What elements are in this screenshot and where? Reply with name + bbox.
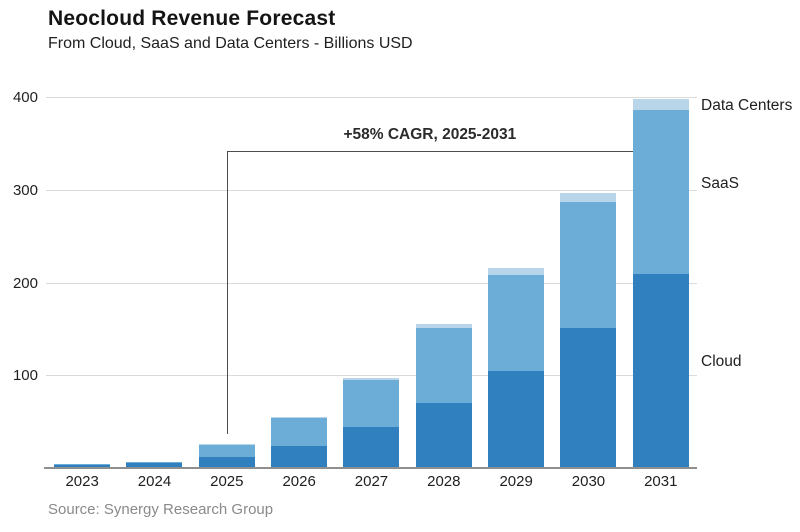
x-tick-label-2025: 2025	[210, 473, 244, 490]
x-axis-tick-labels: 2023 2024 2025 2026 2027 2028 2029 2030 2031	[46, 473, 697, 490]
bar-slot-2024	[118, 461, 190, 468]
x-tick-label-2027: 2027	[354, 473, 389, 490]
bar-slot-2031	[625, 98, 697, 468]
segment-data-centers-2028	[415, 324, 472, 329]
x-tick-label-2026: 2026	[282, 473, 316, 490]
cagr-bracket-horizontal-line	[226, 151, 633, 152]
segment-saas-2029	[488, 275, 545, 371]
segment-cloud-2030	[560, 327, 617, 468]
bar-slot-2027	[335, 378, 407, 468]
segment-saas-2026	[271, 417, 328, 446]
segment-saas-2025	[198, 444, 255, 457]
bar-slot-2025	[191, 443, 263, 468]
segment-cloud-2023	[54, 465, 111, 468]
gridline-300	[46, 189, 697, 191]
cagr-annotation-text: +58% CAGR, 2025-2031	[343, 126, 517, 143]
segment-data-centers-2027	[343, 378, 400, 380]
segment-cloud-2028	[415, 403, 472, 468]
gridline-200	[46, 282, 697, 284]
bar-2030	[560, 192, 617, 468]
y-tick-label-400: 400	[12, 89, 38, 106]
x-tick-label-2028: 2028	[427, 473, 461, 490]
bar-2026	[271, 417, 328, 468]
segment-saas-2028	[415, 328, 472, 404]
segment-cloud-2029	[488, 370, 545, 468]
bar-slot-2023	[46, 464, 118, 468]
segment-cloud-2026	[271, 445, 328, 468]
segment-saas-2027	[343, 379, 400, 428]
segment-saas-2031	[632, 110, 689, 275]
bar-slot-2026	[263, 417, 335, 468]
plot-area	[44, 97, 697, 469]
segment-saas-2023	[54, 464, 111, 466]
segment-cloud-2025	[198, 456, 255, 468]
bar-2028	[415, 324, 472, 468]
bar-2025	[198, 443, 255, 468]
x-tick-label-2029: 2029	[499, 473, 533, 490]
segment-data-centers-2026	[271, 417, 328, 418]
bar-2027	[343, 378, 400, 468]
bar-slot-2029	[480, 267, 552, 468]
bar-2031	[632, 98, 689, 468]
segment-data-centers-2030	[560, 192, 617, 202]
y-tick-label-300: 300	[12, 181, 38, 199]
segment-saas-2024	[126, 461, 183, 464]
x-tick-label-2024: 2024	[137, 473, 172, 490]
source-attribution: Source: Synergy Research Group	[48, 501, 274, 518]
gridline-400	[46, 97, 697, 98]
bar-slot-2028	[408, 324, 480, 468]
bar-2023	[54, 464, 111, 468]
segment-cloud-2027	[343, 427, 400, 468]
series-label-data-centers: Data Centers	[701, 97, 793, 114]
gridline-100	[46, 375, 697, 377]
series-label-cloud: Cloud	[701, 353, 742, 370]
segment-cloud-2031	[632, 274, 689, 468]
y-tick-label-100: 100	[12, 367, 38, 385]
segment-data-centers-2031	[632, 98, 689, 111]
bar-slot-2030	[552, 192, 624, 468]
x-tick-label-2031: 2031	[644, 473, 678, 490]
chart-title: Neocloud Revenue Forecast	[48, 7, 336, 30]
segment-data-centers-2025	[198, 443, 255, 445]
segment-cloud-2024	[126, 463, 183, 468]
bars-layer	[46, 97, 697, 468]
segment-saas-2030	[560, 201, 617, 328]
cagr-bracket-vertical-line	[226, 151, 228, 434]
bar-2029	[488, 267, 545, 468]
segment-data-centers-2029	[488, 267, 545, 276]
chart-subtitle: From Cloud, SaaS and Data Centers - Bill…	[48, 35, 413, 52]
x-tick-label-2023: 2023	[65, 473, 99, 490]
y-tick-label-200: 200	[12, 274, 38, 292]
bar-2024	[126, 461, 183, 468]
series-label-saas: SaaS	[701, 175, 739, 192]
x-axis-baseline	[44, 467, 697, 469]
x-tick-label-2030: 2030	[571, 473, 606, 490]
